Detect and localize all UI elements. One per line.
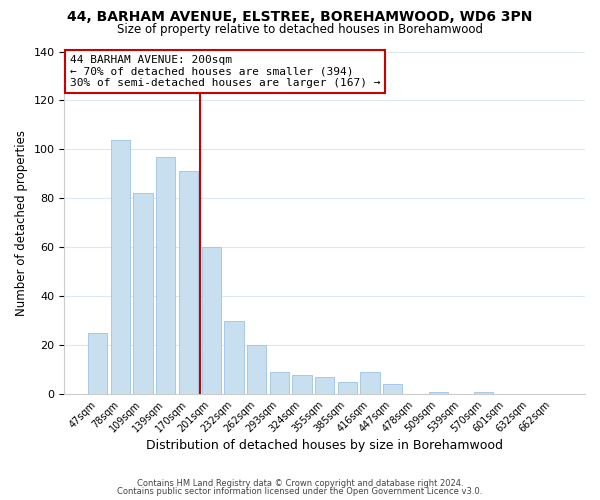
Bar (156, 156, 175, 394)
Bar (88, 333, 107, 394)
Text: 44, BARHAM AVENUE, ELSTREE, BOREHAMWOOD, WD6 3PN: 44, BARHAM AVENUE, ELSTREE, BOREHAMWOOD,… (67, 10, 533, 24)
Bar (111, 140, 130, 394)
Text: Size of property relative to detached houses in Borehamwood: Size of property relative to detached ho… (117, 22, 483, 36)
Bar (361, 372, 380, 394)
Text: Contains HM Land Registry data © Crown copyright and database right 2024.: Contains HM Land Registry data © Crown c… (137, 478, 463, 488)
Bar (338, 382, 357, 394)
Bar (247, 345, 266, 394)
Y-axis label: Number of detached properties: Number of detached properties (15, 130, 28, 316)
Bar (224, 320, 244, 394)
X-axis label: Distribution of detached houses by size in Borehamwood: Distribution of detached houses by size … (146, 440, 503, 452)
Bar (133, 194, 153, 394)
Text: Contains public sector information licensed under the Open Government Licence v3: Contains public sector information licen… (118, 487, 482, 496)
Bar (474, 392, 493, 394)
Bar (292, 374, 311, 394)
Bar (383, 384, 403, 394)
Bar (428, 392, 448, 394)
Bar (179, 172, 198, 394)
Bar (315, 377, 334, 394)
Bar (269, 372, 289, 394)
Bar (202, 248, 221, 394)
Text: 44 BARHAM AVENUE: 200sqm
← 70% of detached houses are smaller (394)
30% of semi-: 44 BARHAM AVENUE: 200sqm ← 70% of detach… (70, 55, 380, 88)
